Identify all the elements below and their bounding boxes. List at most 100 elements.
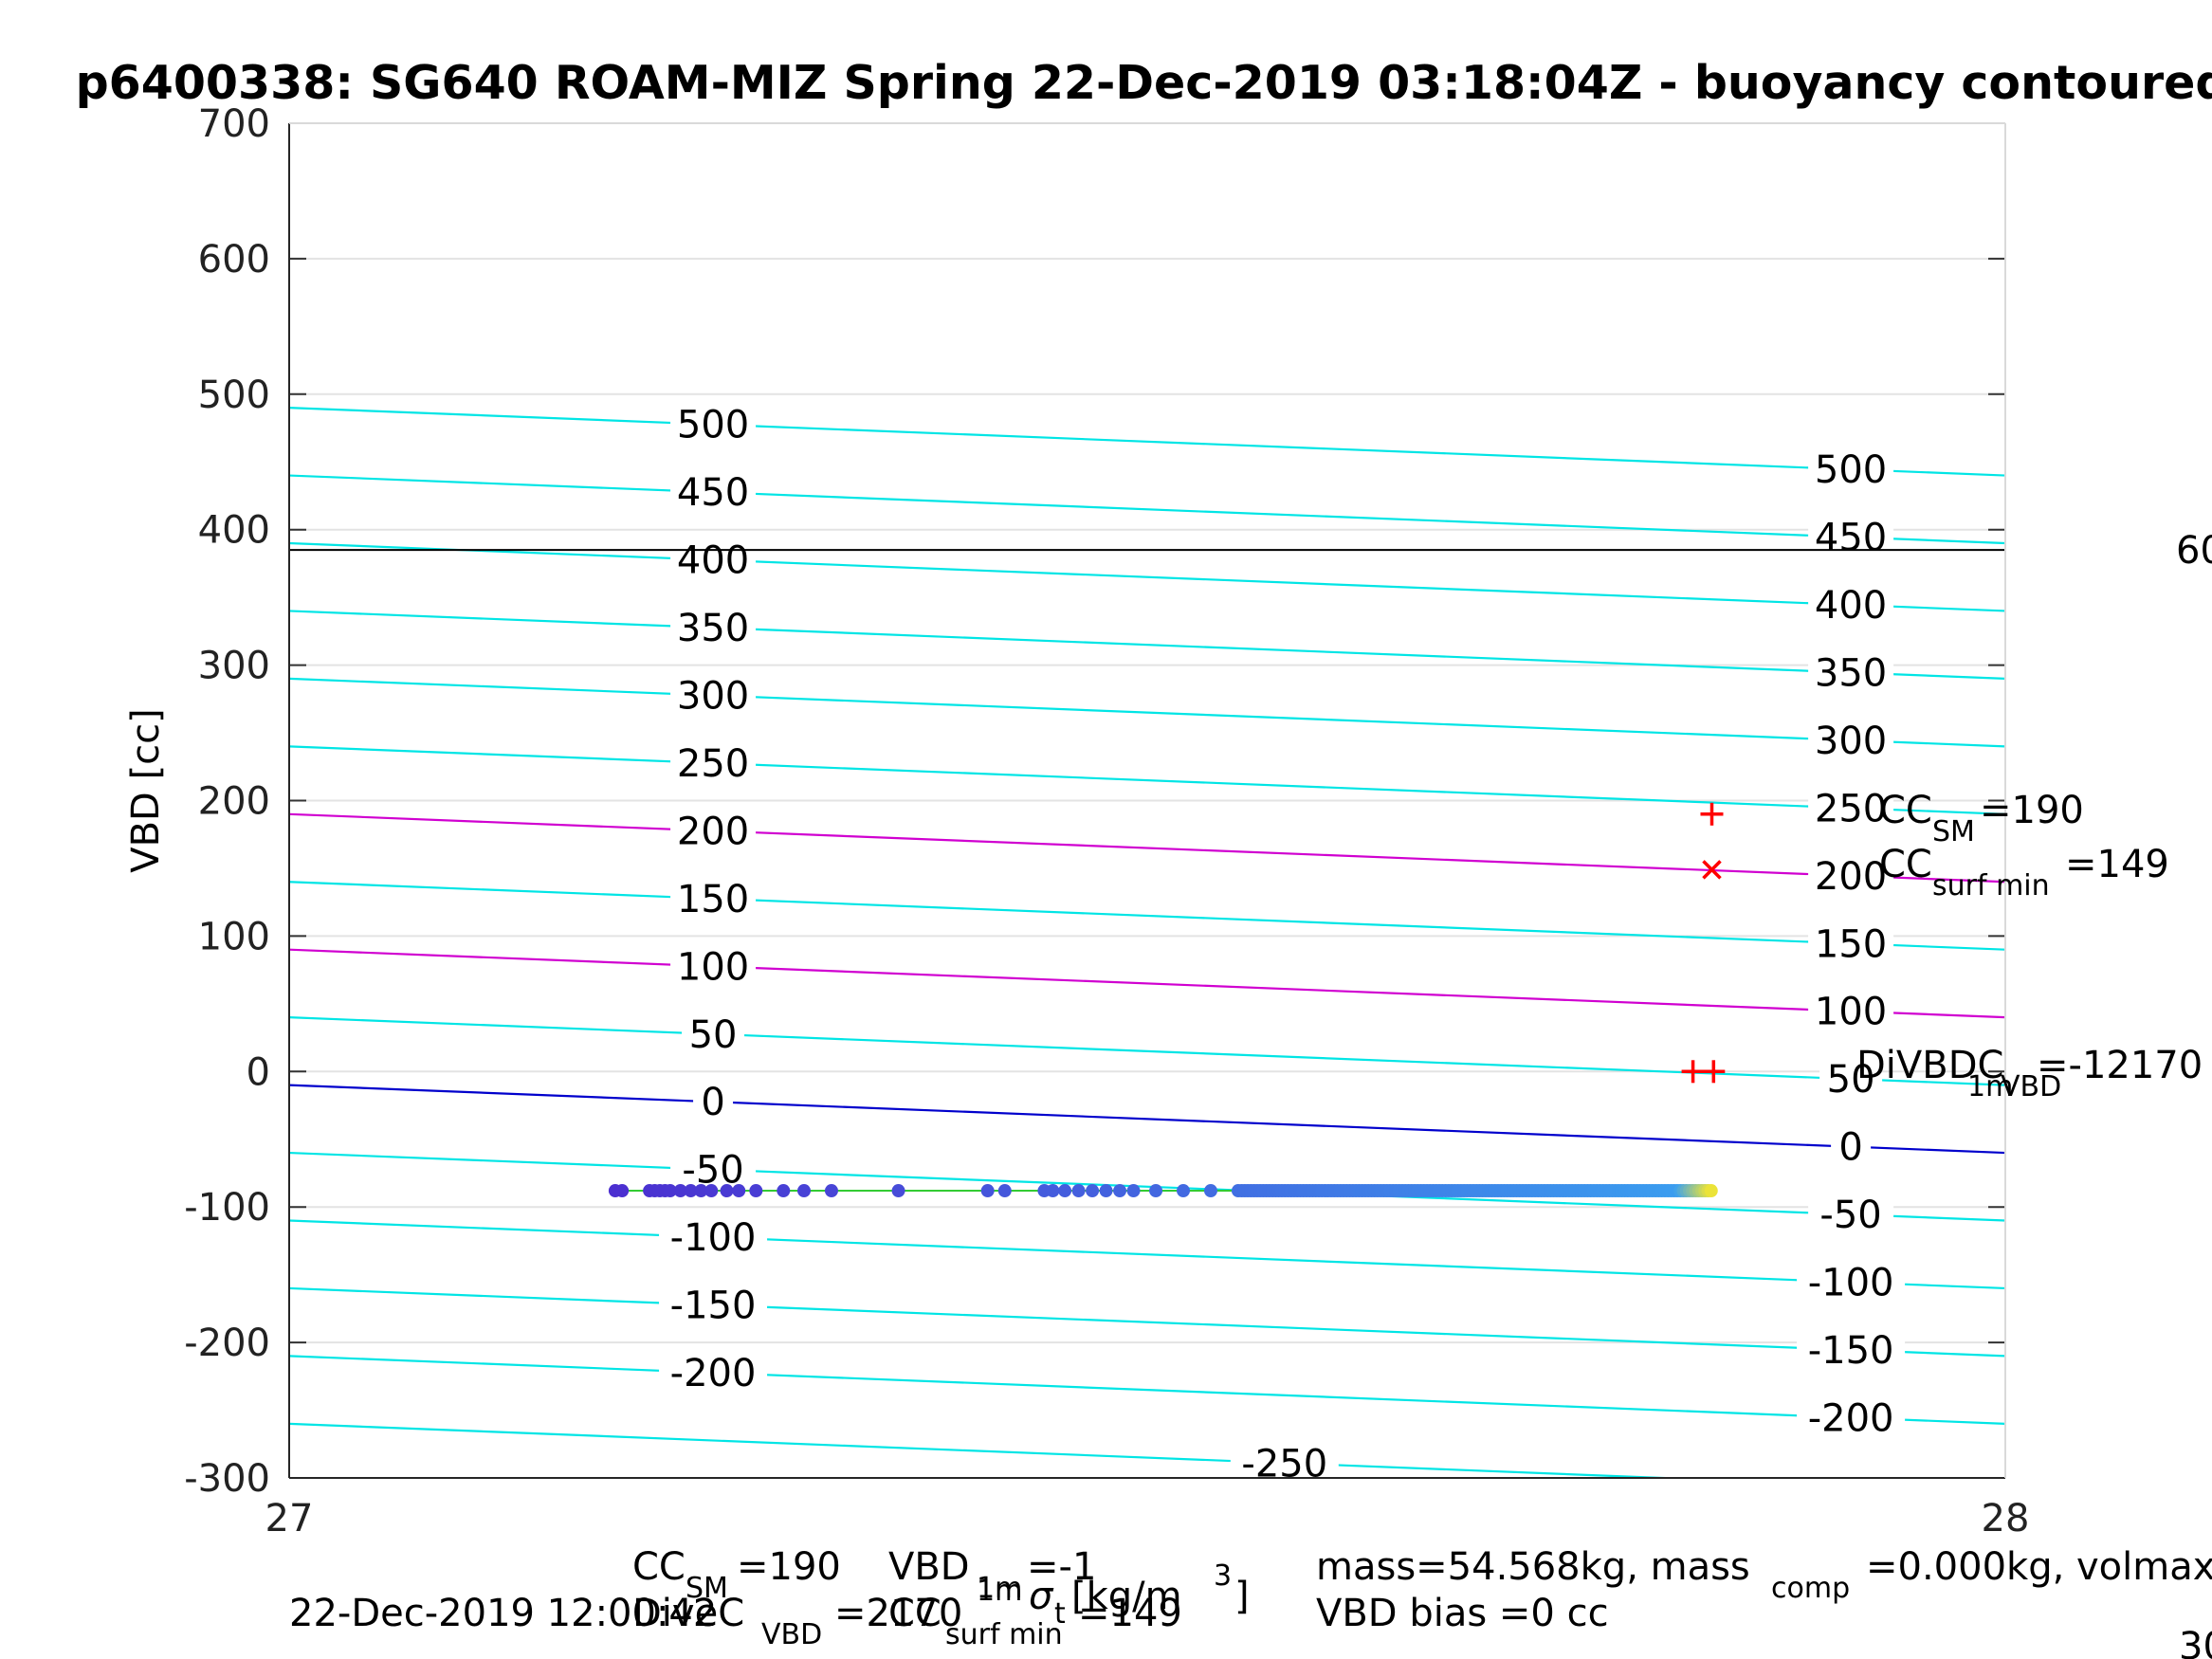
contour-label-bg xyxy=(1808,921,1894,967)
svg-text:comp: comp xyxy=(1771,1572,1850,1605)
contour-label: -200 xyxy=(1808,1396,1894,1440)
contour-label-bg xyxy=(670,808,757,854)
svg-text:surf min: surf min xyxy=(1932,869,2050,902)
contour-line xyxy=(289,1286,2005,1358)
svg-text:surf min: surf min xyxy=(945,1618,1063,1651)
svg-text:CC: CC xyxy=(1879,843,1932,886)
y-tick-label: 600 xyxy=(198,238,270,282)
contour-label-bg xyxy=(670,739,757,786)
contour-label: 500 xyxy=(677,404,749,447)
contour-line xyxy=(289,881,2005,951)
x-axis-label: 1m σ t [kg/m 3 ] xyxy=(977,1559,1250,1631)
svg-text:σ: σ xyxy=(1029,1575,1054,1618)
contour-label: 50 xyxy=(1827,1058,1875,1102)
svg-text:3: 3 xyxy=(1214,1559,1232,1593)
svg-text:VBD bias =0 cc: VBD bias =0 cc xyxy=(1316,1592,1609,1635)
contour-label-bg xyxy=(1808,649,1894,696)
svg-text:1m: 1m xyxy=(977,1572,1022,1605)
data-point xyxy=(1704,1184,1718,1198)
contour-label: 150 xyxy=(1815,922,1887,966)
data-point xyxy=(1071,1184,1086,1198)
contour-label: 350 xyxy=(677,607,749,650)
svg-text:DiveC: DiveC xyxy=(632,1592,744,1635)
y-tick-label: 700 xyxy=(198,102,270,146)
contour-label: 450 xyxy=(1815,517,1887,560)
contour-label-bg xyxy=(1797,1259,1906,1305)
data-point xyxy=(749,1184,763,1198)
red-markers xyxy=(1681,802,1726,1084)
contour-label-bg xyxy=(1808,988,1894,1034)
annotation-vbd-overlap: DiVBDC =-12170 1m VBD xyxy=(1856,1044,2203,1103)
data-point xyxy=(997,1184,1012,1198)
contour-line xyxy=(289,541,2005,612)
contour-label-bg xyxy=(693,1079,734,1125)
data-point xyxy=(777,1184,791,1198)
contour-label-bg xyxy=(1797,1395,1906,1441)
contour-line xyxy=(289,1219,2005,1290)
contour-label-bg xyxy=(1808,582,1894,629)
contour-label-bg xyxy=(1230,1440,1339,1478)
contour-label-bg xyxy=(682,1011,745,1057)
svg-text:=-1: =-1 xyxy=(1027,1545,1096,1589)
contour-label-bg xyxy=(670,943,757,990)
contour-line xyxy=(289,406,2005,477)
contour-label: 400 xyxy=(1815,584,1887,628)
svg-text:=149: =149 xyxy=(2065,843,2169,886)
data-point xyxy=(1086,1184,1100,1198)
y-tick-label: 0 xyxy=(247,1050,270,1094)
contour-label-bg xyxy=(1808,717,1894,763)
contour-label-bg xyxy=(670,469,757,516)
contour-label: -100 xyxy=(670,1216,757,1260)
svg-text:=0.000kg, volmax: =0.000kg, volmax xyxy=(1866,1545,2212,1589)
dive-data-series xyxy=(608,1184,1718,1198)
y-tick-label: -200 xyxy=(184,1322,270,1365)
y-axis-label: VBD [cc] xyxy=(124,708,168,873)
y-tick-label: 200 xyxy=(198,780,270,824)
footer-line-1: CC SM =190 VBD 1m =-1 mass=54.568kg, mas… xyxy=(632,1545,2212,1605)
contour-label-bg xyxy=(1808,514,1894,560)
svg-text:mass=54.568kg, mass: mass=54.568kg, mass xyxy=(1316,1545,1750,1589)
contour-line xyxy=(289,677,2005,748)
contour-label: 0 xyxy=(1838,1126,1862,1170)
svg-text:=190: =190 xyxy=(1980,789,2084,832)
svg-text:1m: 1m xyxy=(1967,1070,2013,1103)
plot-axes xyxy=(288,122,2006,1479)
contour-label: -250 xyxy=(1241,1442,1327,1486)
contour-line xyxy=(289,1422,1689,1478)
svg-text:VBD: VBD xyxy=(888,1545,970,1589)
svg-text:=149: =149 xyxy=(1078,1592,1182,1635)
contour-label-bg xyxy=(670,605,757,651)
y-tick-label: -300 xyxy=(184,1457,270,1501)
data-point xyxy=(1099,1184,1113,1198)
contour-label-bg xyxy=(1808,447,1894,493)
svg-text:=-12170: =-12170 xyxy=(2037,1044,2203,1087)
contour-label-bg xyxy=(659,1214,768,1261)
reference-line-label: 60 xyxy=(2176,529,2212,573)
y-tick-label: 400 xyxy=(198,509,270,553)
contour-label-bg xyxy=(1831,1123,1872,1170)
svg-text:VBD: VBD xyxy=(761,1618,822,1651)
data-point xyxy=(1046,1184,1060,1198)
contour-label: 150 xyxy=(677,878,749,921)
contour-label-bg xyxy=(659,1350,768,1396)
svg-text:]: ] xyxy=(1234,1575,1250,1618)
svg-text:[kg/m: [kg/m xyxy=(1071,1575,1182,1618)
svg-text:DiVBDC: DiVBDC xyxy=(1856,1044,2003,1087)
contour-line xyxy=(289,474,2005,545)
data-point xyxy=(615,1184,630,1198)
contour-label: 100 xyxy=(1815,991,1887,1034)
contour-line xyxy=(289,1151,2005,1222)
contour-label-bg xyxy=(1797,1326,1906,1373)
svg-text:CC: CC xyxy=(888,1592,941,1635)
data-point xyxy=(797,1184,811,1198)
contour-label: 200 xyxy=(1815,855,1887,899)
data-point xyxy=(694,1184,708,1198)
chart-title: p6400338: SG640 ROAM-MIZ Spring 22-Dec-2… xyxy=(76,56,2212,110)
footer-line-2: 22-Dec-2019 12:00:42 DiveC VBD =2170 CC … xyxy=(289,1592,1609,1651)
svg-text:CC: CC xyxy=(1879,789,1932,832)
contour-label: 250 xyxy=(677,742,749,786)
contour-label-bg xyxy=(670,672,757,719)
contour-label: 250 xyxy=(1815,787,1887,830)
